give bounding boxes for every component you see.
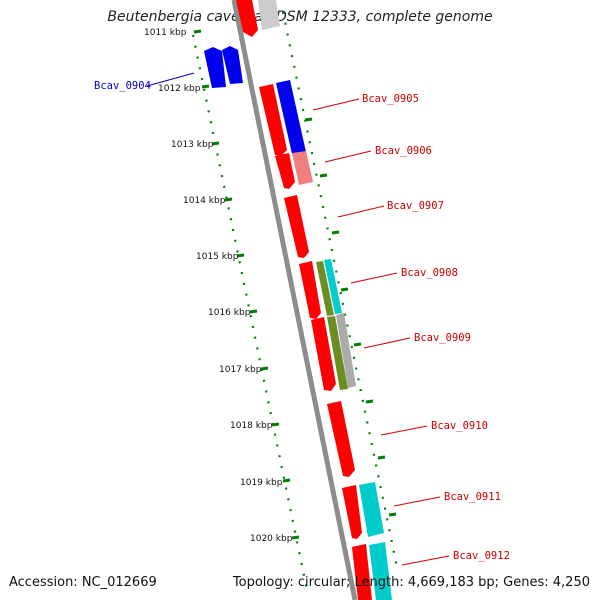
gene-label[interactable]: Bcav_0907 [387, 200, 444, 212]
accession-text: Accession: NC_012669 [9, 575, 157, 590]
tick-mark [201, 84, 210, 89]
tick-mark [249, 309, 258, 314]
gene-label[interactable]: Bcav_0910 [431, 420, 488, 432]
gene-feature-blue-0905[interactable] [276, 80, 306, 154]
tick-mark [388, 512, 397, 517]
tick-mark [340, 287, 349, 292]
tick-mark [271, 422, 280, 427]
gene-feature-bcav-0908[interactable] [299, 259, 342, 319]
tick-mark [319, 173, 328, 178]
tick-mark [282, 478, 291, 483]
leader-line [401, 555, 450, 566]
leader-line [324, 150, 372, 163]
tick-mark [365, 399, 374, 404]
tick-label: 1014 kbp [183, 196, 226, 206]
genome-title: Beutenbergia cavernae DSM 12333, complet… [107, 9, 493, 25]
tick-mark [291, 535, 300, 540]
tick-label: 1016 kbp [208, 308, 251, 318]
leader-line [363, 337, 411, 349]
gene-feature-bcav-0912[interactable] [352, 542, 392, 600]
gene-feature-bcav-0907[interactable] [284, 195, 309, 258]
gene-label[interactable]: Bcav_0909 [414, 332, 471, 344]
gene-feature-bcav-0909[interactable] [311, 313, 356, 391]
tick-mark [236, 253, 245, 258]
tick-mark [331, 230, 340, 235]
leader-line [350, 272, 398, 284]
gene-label[interactable]: Bcav_0911 [444, 491, 501, 503]
gene-label[interactable]: Bcav_0912 [453, 550, 510, 562]
tick-mark [224, 197, 233, 202]
tick-label: 1013 kbp [171, 140, 214, 150]
leader-line [380, 425, 428, 436]
tick-mark [260, 366, 269, 371]
gene-feature-bcav-0906[interactable] [275, 151, 313, 189]
tick-mark [193, 29, 202, 34]
tick-label: 1017 kbp [219, 365, 262, 375]
tick-mark [377, 455, 386, 460]
leader-line [312, 98, 360, 111]
tick-label: 1019 kbp [240, 478, 283, 488]
tick-label: 1011 kbp [144, 28, 187, 38]
tick-mark [353, 342, 362, 347]
leader-line [393, 496, 441, 507]
gene-feature-bcav-0904[interactable] [204, 46, 243, 88]
gene-feature-bcav-0911[interactable] [342, 482, 384, 539]
tick-label: 1018 kbp [230, 421, 273, 431]
gene-feature-bcav-0905[interactable] [259, 84, 287, 156]
tick-label: 1012 kbp [158, 84, 201, 94]
gene-label[interactable]: Bcav_0906 [375, 145, 432, 157]
gene-feature-top[interactable] [236, 0, 280, 37]
tick-mark [211, 141, 220, 146]
leader-line [337, 205, 385, 218]
genome-axis [231, 0, 358, 600]
gene-feature-bcav-0910[interactable] [327, 401, 355, 477]
gene-label[interactable]: Bcav_0904 [94, 80, 151, 92]
tick-mark [304, 117, 313, 122]
tick-label: 1020 kbp [250, 534, 293, 544]
tick-label: 1015 kbp [196, 252, 239, 262]
right-tick-marks [304, 117, 397, 517]
gene-label[interactable]: Bcav_0908 [401, 267, 458, 279]
leader-line [146, 72, 195, 87]
tick-marks [193, 29, 300, 540]
gene-label[interactable]: Bcav_0905 [362, 93, 419, 105]
genome-summary-text: Topology: circular; Length: 4,669,183 bp… [232, 575, 590, 590]
